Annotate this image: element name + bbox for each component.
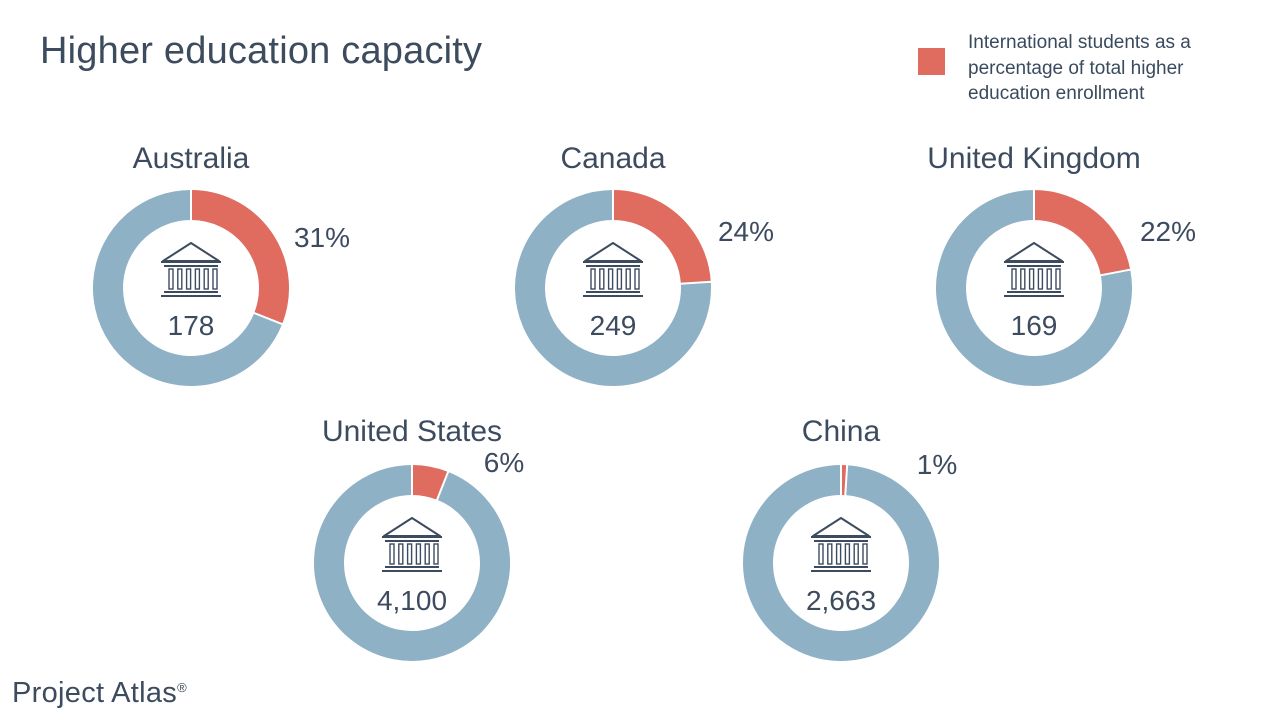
- center-value: 2,663: [806, 585, 876, 616]
- legend-label: International students as a percentage o…: [968, 32, 1191, 104]
- center-value: 178: [168, 310, 215, 341]
- slice-international: [612, 190, 711, 285]
- institution-building-icon: [1004, 242, 1064, 297]
- percent-label: 31%: [294, 222, 350, 253]
- legend: International students as a percentage o…: [918, 30, 1258, 110]
- donut-chart-australia: Australia 31% 178: [93, 142, 350, 386]
- slice-domestic: [314, 465, 510, 661]
- chart-title: Australia: [133, 142, 250, 175]
- institution-building-icon: [583, 242, 643, 297]
- center-value: 4,100: [377, 585, 447, 616]
- institution-building-icon: [161, 242, 221, 297]
- institution-building-icon: [382, 517, 442, 572]
- institution-building-icon: [811, 517, 871, 572]
- percent-label: 1%: [917, 449, 957, 480]
- donut-chart-china: China 1% 2,663: [743, 415, 957, 661]
- slice-international: [411, 465, 449, 500]
- slice-domestic: [93, 190, 283, 386]
- chart-title: Canada: [560, 142, 665, 175]
- slice-international: [1033, 190, 1131, 276]
- percent-label: 24%: [718, 216, 774, 247]
- slice-domestic: [936, 190, 1132, 386]
- donut-chart-united-kingdom: United Kingdom 22% 169: [927, 142, 1196, 386]
- chart-title: China: [802, 415, 881, 448]
- slice-separator: [679, 280, 712, 285]
- brand-name: Project Atlas: [12, 677, 178, 709]
- percent-label: 6%: [484, 447, 524, 478]
- registered-mark: ®: [177, 680, 187, 695]
- slice-separator: [435, 470, 450, 502]
- slice-separator: [1099, 268, 1132, 277]
- chart-title: United Kingdom: [927, 142, 1140, 175]
- slice-domestic: [515, 190, 711, 386]
- slice-separator: [252, 311, 284, 326]
- donut-chart-canada: Canada 24% 249: [515, 142, 774, 386]
- center-value: 249: [590, 310, 637, 341]
- center-value: 169: [1011, 310, 1058, 341]
- slice-separator: [844, 464, 849, 497]
- slice-domestic: [743, 465, 939, 661]
- percent-label: 22%: [1140, 216, 1196, 247]
- slice-international: [190, 190, 289, 325]
- chart-title: United States: [322, 415, 502, 448]
- page-title: Higher education capacity: [40, 30, 483, 72]
- project-atlas-logo: Project Atlas®: [12, 677, 187, 710]
- legend-swatch: [918, 48, 945, 75]
